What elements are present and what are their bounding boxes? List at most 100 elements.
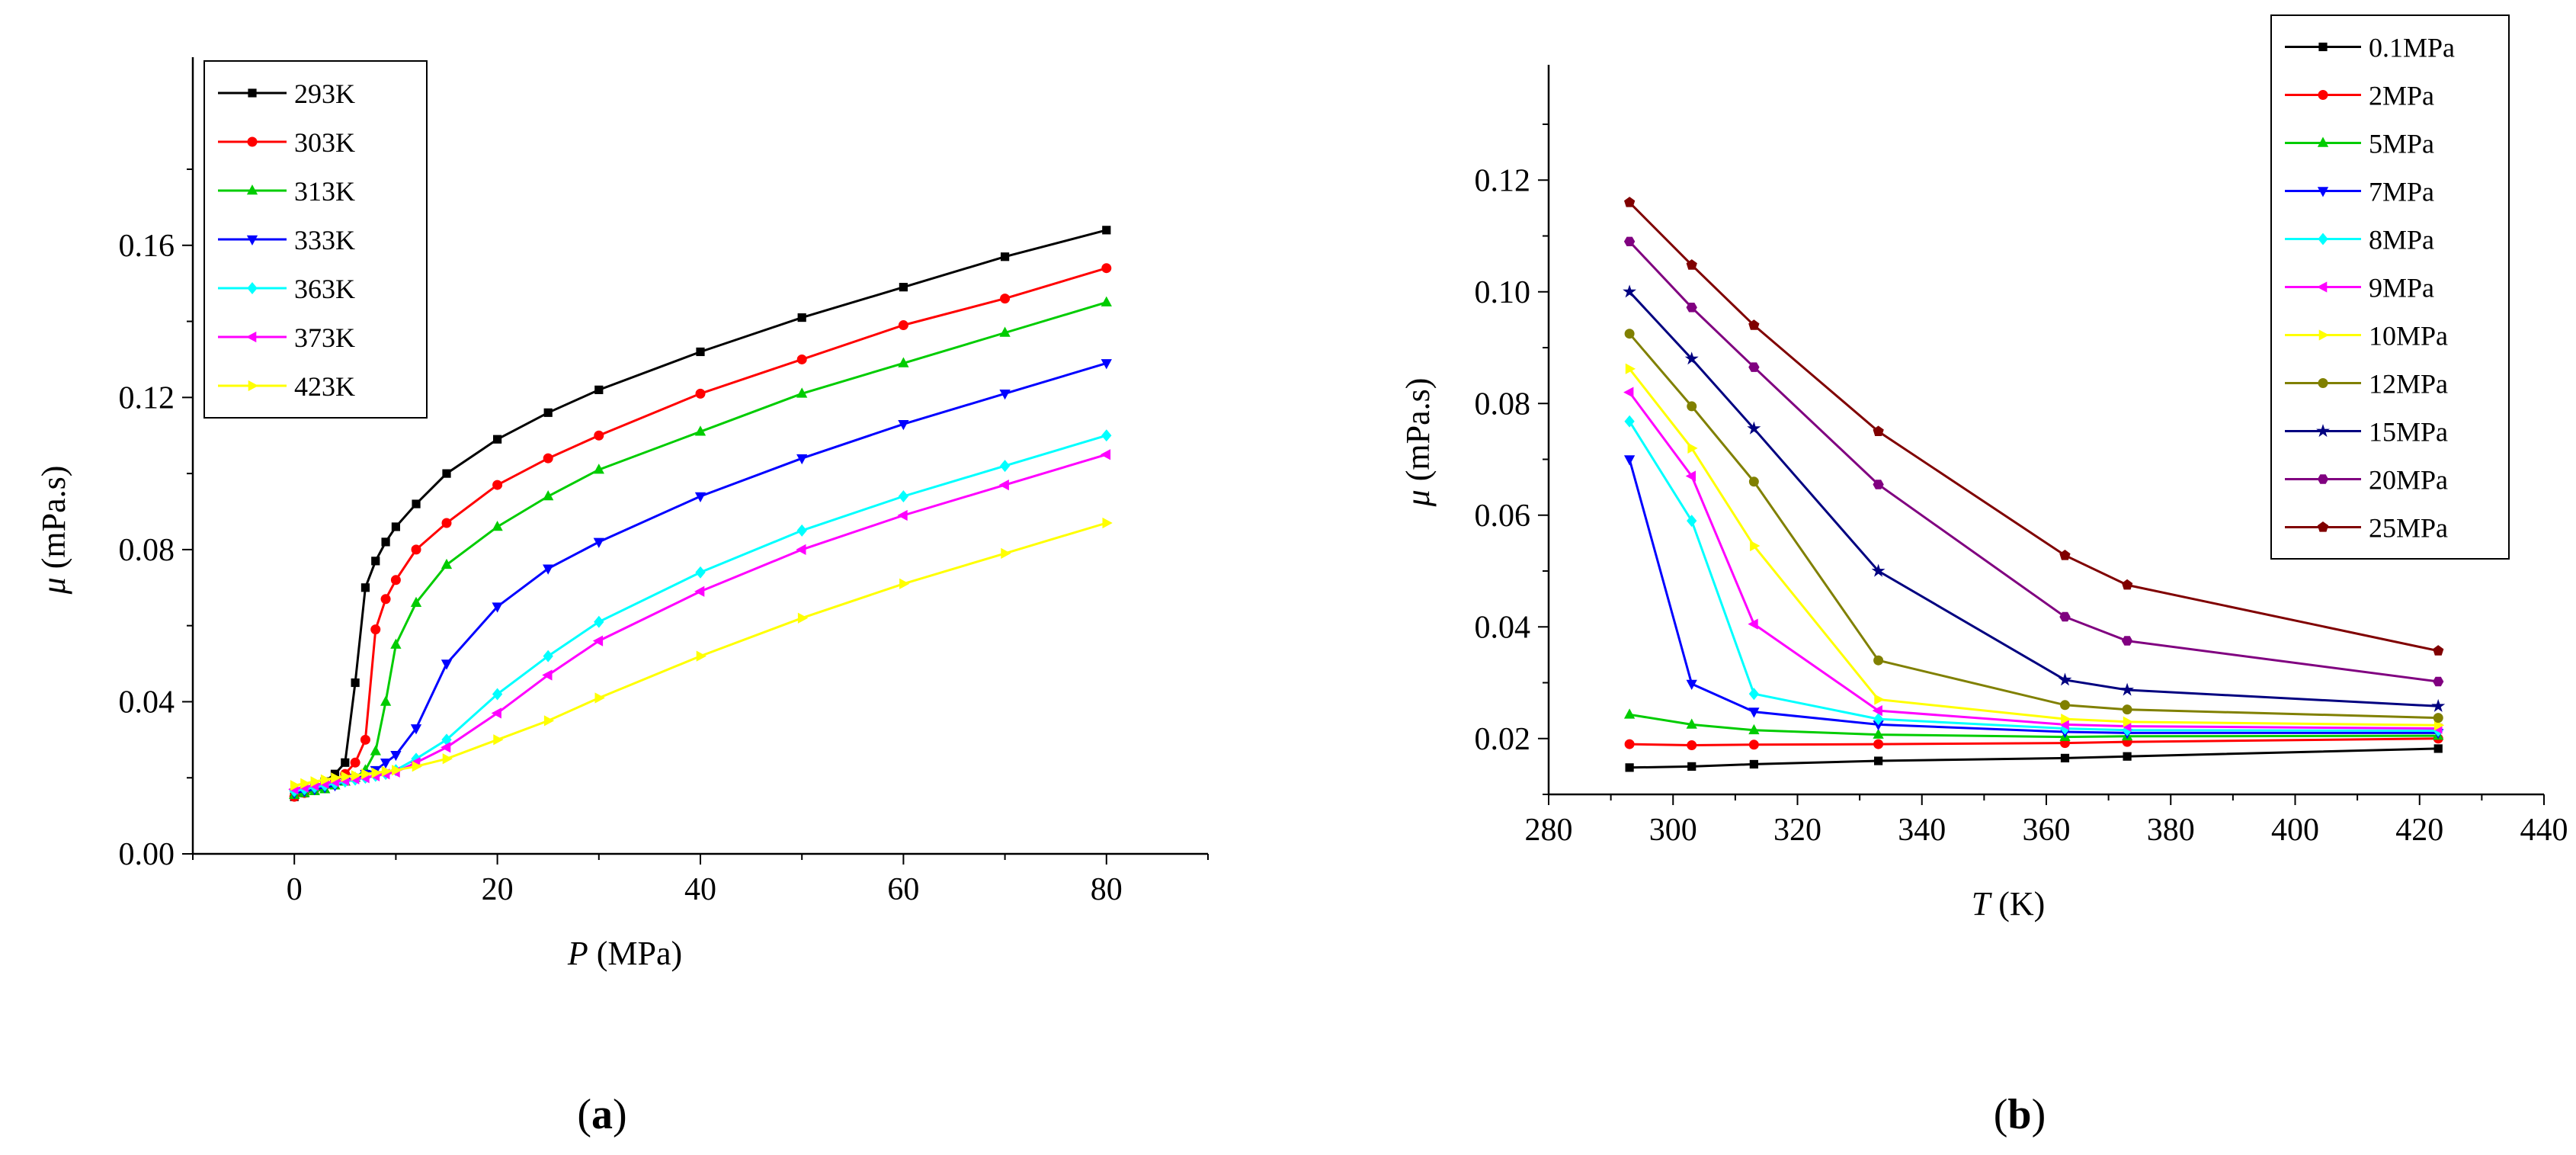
a-data-point-373k [998, 479, 1009, 491]
b-data-point-20mpa [1873, 480, 1884, 489]
a-data-point-373k [897, 509, 908, 521]
b-legend-label-12mpa: 12MPa [2369, 369, 2448, 399]
b-legend-label-9mpa: 9MPa [2369, 273, 2434, 303]
b-data-point-0-1mpa [1625, 763, 1634, 772]
b-data-point-20mpa [1748, 362, 1760, 372]
b-data-point-10mpa [2123, 716, 2134, 727]
b-y-tick-label: 0.12 [1475, 163, 1531, 198]
a-data-point-313k [492, 521, 503, 531]
a-data-point-293k [899, 283, 908, 292]
a-legend-label-373k: 373K [294, 322, 355, 353]
b-legend-label-0-1mpa: 0.1MPa [2369, 33, 2455, 63]
a-data-point-373k [592, 635, 604, 646]
a-data-point-333k [441, 659, 453, 670]
a-data-point-363k [999, 460, 1011, 473]
a-data-point-423k [392, 765, 402, 776]
b-data-point-9mpa [1748, 618, 1758, 630]
a-data-point-313k [796, 387, 808, 398]
a-data-point-333k [898, 420, 909, 431]
a-x-tick-label: 0 [287, 872, 303, 907]
a-legend-label-293k: 293K [294, 79, 355, 109]
b-legend-marker-15mpa [2316, 424, 2330, 438]
chart-b-legend: 0.1MPa 2MPa 5MPa 7MPa 8MPa 9MPa 10MPa 12MPa 15MP… [2270, 14, 2510, 560]
a-data-point-303k [695, 388, 706, 399]
b-x-tick-label: 300 [1649, 813, 1697, 848]
a-data-point-293k [594, 385, 604, 394]
a-x-tick-label: 20 [482, 872, 514, 907]
a-data-point-333k [492, 602, 503, 613]
chart-b-panel-label: (b) [1994, 1091, 2046, 1138]
b-data-point-25mpa [2059, 549, 2071, 560]
chart-a: 0 20 40 60 80 0.00 0.04 0.08 0.12 0.16 293K 303K 31… [35, 57, 1209, 1138]
b-legend-label-20mpa: 20MPa [2369, 465, 2448, 496]
b-data-point-15mpa [1623, 284, 1636, 298]
b-data-point-25mpa [1748, 319, 1760, 330]
b-x-tick-label: 380 [2147, 813, 2195, 848]
b-legend-label-25mpa: 25MPa [2369, 513, 2448, 544]
a-data-point-363k [594, 615, 604, 628]
a-data-point-313k [410, 596, 422, 607]
a-legend-label-303k: 303K [294, 127, 355, 158]
a-data-point-303k [441, 518, 452, 528]
a-data-point-333k [796, 454, 808, 465]
b-data-point-25mpa [1624, 197, 1636, 207]
a-legend-label-333k: 333K [294, 225, 355, 255]
b-legend-marker-25mpa [2317, 521, 2329, 532]
a-data-point-423k [341, 771, 351, 782]
b-x-tick-label: 440 [2520, 813, 2568, 848]
b-data-point-9mpa [1685, 470, 1696, 482]
a-data-point-423k [594, 692, 605, 704]
a-y-tick-label: 0.12 [119, 380, 175, 415]
a-legend-label-313k: 313K [294, 176, 355, 207]
a-data-point-303k [350, 757, 360, 768]
chart-a-panel-label: (a) [577, 1091, 626, 1138]
a-legend-marker-423k [248, 380, 258, 392]
a-data-point-293k [543, 408, 553, 417]
a-data-point-423k [412, 761, 422, 772]
b-data-point-2mpa [1748, 740, 1759, 750]
b-data-point-15mpa [1684, 351, 1699, 365]
b-legend-label-2mpa: 2MPa [2369, 81, 2434, 111]
b-data-point-0-1mpa [2433, 744, 2443, 753]
b-data-point-5mpa [1873, 728, 1884, 739]
chart-a-axes: 0 20 40 60 80 0.00 0.04 0.08 0.12 0.16 [119, 57, 1209, 907]
a-data-point-423k [320, 774, 332, 785]
b-data-point-25mpa [2122, 579, 2133, 590]
b-y-tick-label: 0.08 [1475, 387, 1531, 422]
a-data-point-303k [390, 575, 401, 586]
b-data-point-0-1mpa [2060, 753, 2070, 762]
b-y-tick-label: 0.02 [1475, 722, 1531, 757]
a-data-point-333k [543, 564, 554, 575]
chart-b: 280 300 320 340 360 380 400 420 440 0.02 0.04 0.06 0… [1399, 14, 2568, 1138]
b-data-point-8mpa [1624, 415, 1635, 428]
b-data-point-25mpa [1686, 259, 1697, 270]
a-data-point-293k [381, 537, 390, 547]
a-y-tick-label: 0.04 [119, 685, 175, 720]
a-data-point-303k [898, 320, 908, 331]
b-data-point-25mpa [1873, 425, 1884, 436]
b-data-point-20mpa [2121, 636, 2133, 646]
a-y-tick-label: 0.08 [119, 533, 175, 568]
a-legend-marker-303k [247, 136, 258, 147]
a-data-point-423k [493, 734, 504, 746]
b-x-tick-label: 320 [1773, 813, 1821, 848]
b-data-point-12mpa [1873, 655, 1884, 666]
chart-a-x-axis-label: P (MPa) [567, 935, 682, 972]
chart-a-y-axis-label: μ (mPa.s) [35, 466, 72, 595]
b-legend-marker-8mpa [2318, 233, 2328, 245]
a-y-tick-label: 0.16 [119, 229, 175, 264]
b-data-point-15mpa [1747, 421, 1761, 435]
b-data-point-5mpa [1623, 708, 1636, 719]
b-x-tick-label: 280 [1525, 813, 1573, 848]
a-data-point-373k [491, 707, 501, 719]
b-data-point-25mpa [2433, 645, 2444, 656]
b-legend-label-10mpa: 10MPa [2369, 321, 2448, 351]
chart-b-y-axis-label: μ (mPa.s) [1399, 378, 1437, 508]
a-legend-marker-363k [247, 282, 258, 294]
a-data-point-313k [380, 695, 392, 706]
a-legend-marker-333k [246, 235, 258, 245]
chart-b-x-axis-label: T (K) [1972, 885, 2046, 922]
a-data-point-313k [694, 425, 706, 436]
b-data-point-5mpa [1748, 723, 1760, 735]
a-data-point-423k [351, 770, 362, 781]
